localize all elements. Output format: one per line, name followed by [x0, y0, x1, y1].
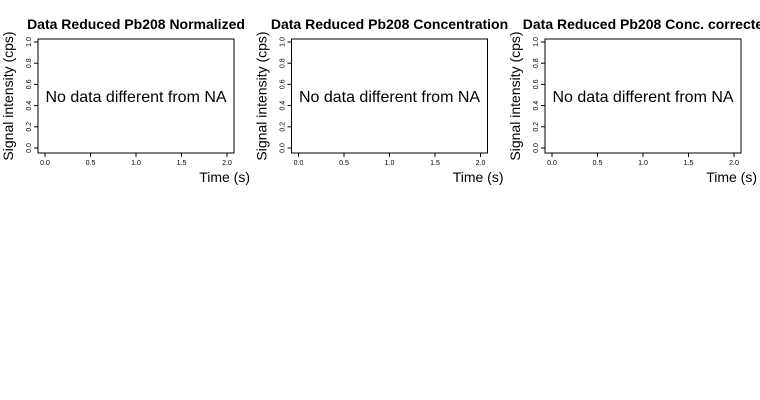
x-tick-label: 2.0 — [222, 160, 232, 167]
y-tick-label: 1.0 — [533, 37, 540, 47]
y-tick-label: 1.0 — [280, 37, 287, 47]
x-axis-label: Time (s) — [453, 169, 504, 185]
y-tick-label: 1.0 — [26, 37, 33, 47]
y-axis-label: Signal intensity (cps) — [254, 31, 270, 160]
y-tick-label: 0.6 — [26, 79, 33, 89]
x-tick-label: 1.5 — [430, 160, 440, 167]
x-tick-label: 0.5 — [86, 160, 96, 167]
chart-panel-1: Data Reduced Pb208 Normalized 0.0 0.5 1.0 1.… — [0, 16, 250, 185]
y-tick-label: 0.4 — [533, 101, 540, 111]
x-tick-label: 0.0 — [547, 160, 557, 167]
chart-panel-2: Data Reduced Pb208 Concentration 0.0 0.5 1.… — [254, 16, 509, 185]
y-tick-label: 0.8 — [533, 58, 540, 68]
x-axis-label: Time (s) — [706, 169, 757, 185]
y-tick-label: 0.6 — [533, 79, 540, 89]
y-tick-label: 0.4 — [26, 101, 33, 111]
x-tick-label: 1.0 — [131, 160, 141, 167]
chart-title: Data Reduced Pb208 Normalized — [27, 16, 245, 32]
y-tick-label: 0.0 — [533, 143, 540, 153]
y-tick-label: 0.2 — [280, 122, 287, 132]
x-tick-label: 1.0 — [385, 160, 395, 167]
y-tick-label: 0.0 — [26, 143, 33, 153]
chart-panel-3: Data Reduced Pb208 Conc. correcte 0.0 0.5 1… — [507, 16, 760, 185]
x-tick-label: 0.0 — [40, 160, 50, 167]
x-tick-label: 1.0 — [638, 160, 648, 167]
y-tick-label: 0.0 — [280, 143, 287, 153]
y-tick-label: 0.4 — [280, 101, 287, 111]
x-tick-label: 2.0 — [476, 160, 486, 167]
x-axis-label: Time (s) — [199, 169, 250, 185]
y-tick-label: 0.2 — [533, 122, 540, 132]
no-data-message: No data different from NA — [45, 89, 226, 106]
y-tick-label: 0.6 — [280, 79, 287, 89]
x-tick-label: 1.5 — [177, 160, 187, 167]
x-tick-label: 1.5 — [684, 160, 694, 167]
x-tick-label: 0.5 — [593, 160, 603, 167]
chart-title: Data Reduced Pb208 Concentration — [271, 16, 508, 32]
no-data-message: No data different from NA — [552, 89, 733, 106]
x-tick-label: 2.0 — [729, 160, 739, 167]
y-tick-label: 0.8 — [26, 58, 33, 68]
y-tick-label: 0.2 — [26, 122, 33, 132]
no-data-message: No data different from NA — [299, 89, 480, 106]
y-axis-label: Signal intensity (cps) — [0, 31, 16, 160]
x-tick-label: 0.5 — [339, 160, 349, 167]
chart-title: Data Reduced Pb208 Conc. correcte — [523, 16, 760, 32]
y-axis-label: Signal intensity (cps) — [507, 31, 523, 160]
y-tick-label: 0.8 — [280, 58, 287, 68]
x-tick-label: 0.0 — [294, 160, 304, 167]
